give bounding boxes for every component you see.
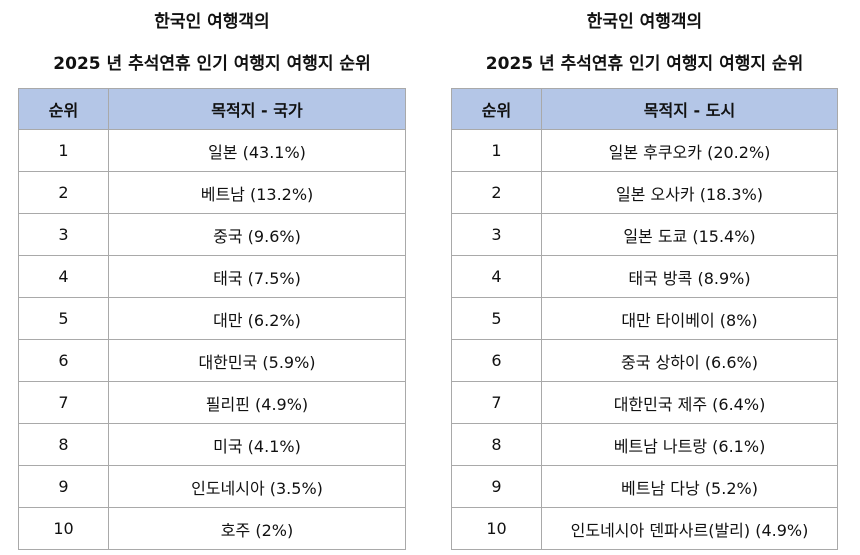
rank-cell: 9 (18, 465, 109, 508)
table-row: 2 일본 오사카 (18.3%) (451, 171, 838, 214)
destination-cell: 필리핀 (4.9%) (108, 381, 406, 424)
rank-cell: 3 (18, 213, 109, 256)
rank-cell: 2 (18, 171, 109, 214)
table-row: 4 태국 방콕 (8.9%) (451, 255, 838, 298)
header-destination: 목적지 - 국가 (108, 88, 406, 130)
table-row: 10 호주 (2%) (18, 507, 406, 550)
destination-cell: 일본 오사카 (18.3%) (541, 171, 838, 214)
table-row: 2 베트남 (13.2%) (18, 171, 406, 214)
rank-cell: 7 (451, 381, 542, 424)
destination-cell: 태국 방콕 (8.9%) (541, 255, 838, 298)
destination-cell: 일본 도쿄 (15.4%) (541, 213, 838, 256)
rank-cell: 4 (451, 255, 542, 298)
city-ranking-panel: 한국인 여행객의 2025 년 추석연휴 인기 여행지 여행지 순위 순위 목적… (451, 0, 838, 550)
table-row: 9 베트남 다낭 (5.2%) (451, 465, 838, 508)
table-row: 7 대한민국 제주 (6.4%) (451, 381, 838, 424)
rank-cell: 1 (451, 129, 542, 172)
table-row: 8 베트남 나트랑 (6.1%) (451, 423, 838, 466)
city-ranking-table: 순위 목적지 - 도시 1 일본 후쿠오카 (20.2%) 2 일본 오사카 (18… (451, 88, 838, 550)
destination-cell: 중국 (9.6%) (108, 213, 406, 256)
rank-cell: 10 (18, 507, 109, 550)
country-ranking-panel: 한국인 여행객의 2025 년 추석연휴 인기 여행지 여행지 순위 순위 목적… (18, 0, 406, 550)
rank-cell: 8 (451, 423, 542, 466)
destination-cell: 중국 상하이 (6.6%) (541, 339, 838, 382)
left-title-line2: 2025 년 추석연휴 인기 여행지 여행지 순위 (53, 54, 371, 74)
country-ranking-table: 순위 목적지 - 국가 1 일본 (43.1%) 2 베트남 (13.2%) 3 중국… (18, 88, 406, 550)
destination-cell: 베트남 나트랑 (6.1%) (541, 423, 838, 466)
destination-cell: 인도네시아 덴파사르(발리) (4.9%) (541, 507, 838, 550)
destination-cell: 미국 (4.1%) (108, 423, 406, 466)
rank-cell: 3 (451, 213, 542, 256)
rank-cell: 5 (451, 297, 542, 340)
rank-cell: 9 (451, 465, 542, 508)
table-row: 5 대만 (6.2%) (18, 297, 406, 340)
rank-cell: 10 (451, 507, 542, 550)
destination-cell: 일본 후쿠오카 (20.2%) (541, 129, 838, 172)
table-row: 6 중국 상하이 (6.6%) (451, 339, 838, 382)
destination-cell: 일본 (43.1%) (108, 129, 406, 172)
destination-cell: 베트남 다낭 (5.2%) (541, 465, 838, 508)
destination-cell: 호주 (2%) (108, 507, 406, 550)
destination-cell: 대만 (6.2%) (108, 297, 406, 340)
header-rank: 순위 (18, 88, 109, 130)
destination-cell: 인도네시아 (3.5%) (108, 465, 406, 508)
table-row: 1 일본 (43.1%) (18, 129, 406, 172)
header-rank: 순위 (451, 88, 542, 130)
table-row: 4 태국 (7.5%) (18, 255, 406, 298)
rank-cell: 4 (18, 255, 109, 298)
destination-cell: 태국 (7.5%) (108, 255, 406, 298)
rank-cell: 2 (451, 171, 542, 214)
table-header-row: 순위 목적지 - 국가 (18, 88, 406, 130)
left-title-line1: 한국인 여행객의 (154, 12, 270, 32)
rank-cell: 6 (18, 339, 109, 382)
table-row: 3 중국 (9.6%) (18, 213, 406, 256)
rank-cell: 8 (18, 423, 109, 466)
rank-cell: 1 (18, 129, 109, 172)
table-row: 1 일본 후쿠오카 (20.2%) (451, 129, 838, 172)
table-row: 8 미국 (4.1%) (18, 423, 406, 466)
table-row: 3 일본 도쿄 (15.4%) (451, 213, 838, 256)
rank-cell: 5 (18, 297, 109, 340)
table-header-row: 순위 목적지 - 도시 (451, 88, 838, 130)
destination-cell: 대만 타이베이 (8%) (541, 297, 838, 340)
table-row: 5 대만 타이베이 (8%) (451, 297, 838, 340)
table-row: 7 필리핀 (4.9%) (18, 381, 406, 424)
destination-cell: 대한민국 제주 (6.4%) (541, 381, 838, 424)
rank-cell: 6 (451, 339, 542, 382)
table-row: 9 인도네시아 (3.5%) (18, 465, 406, 508)
right-title-line2: 2025 년 추석연휴 인기 여행지 여행지 순위 (485, 54, 804, 74)
right-title-line1: 한국인 여행객의 (586, 12, 703, 32)
destination-cell: 베트남 (13.2%) (108, 171, 406, 214)
destination-cell: 대한민국 (5.9%) (108, 339, 406, 382)
header-destination: 목적지 - 도시 (541, 88, 838, 130)
table-row: 10 인도네시아 덴파사르(발리) (4.9%) (451, 507, 838, 550)
table-row: 6 대한민국 (5.9%) (18, 339, 406, 382)
rank-cell: 7 (18, 381, 109, 424)
